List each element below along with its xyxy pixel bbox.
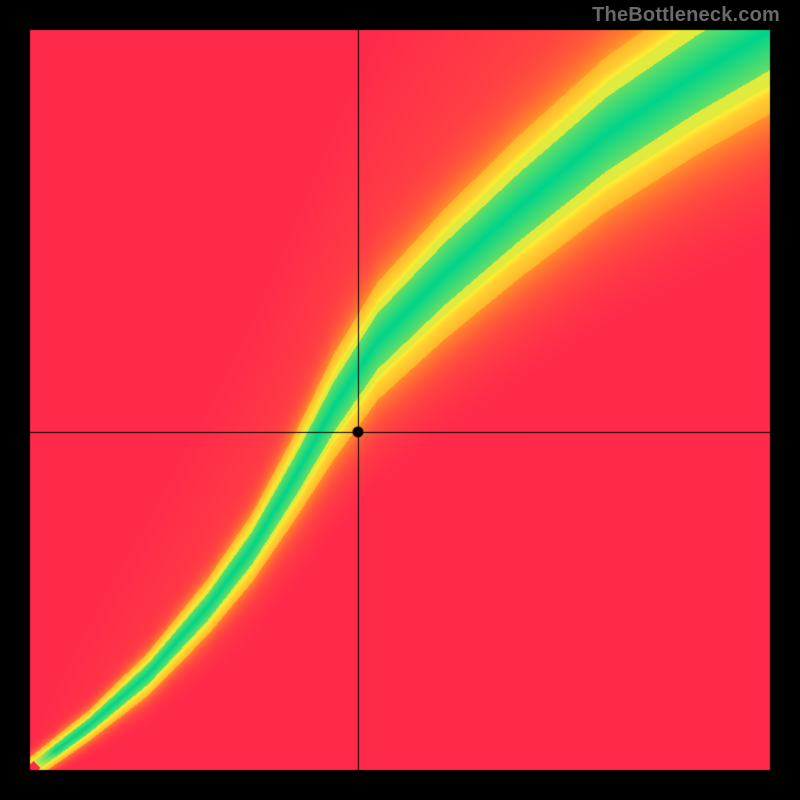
chart-container: TheBottleneck.com bbox=[0, 0, 800, 800]
bottleneck-heatmap bbox=[0, 0, 800, 800]
watermark-text: TheBottleneck.com bbox=[592, 4, 780, 27]
